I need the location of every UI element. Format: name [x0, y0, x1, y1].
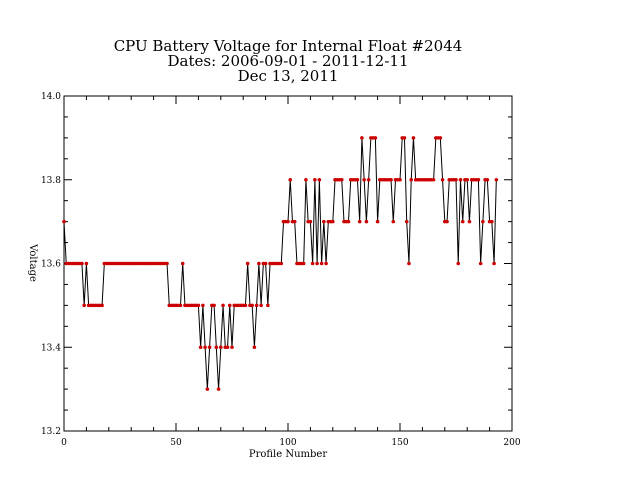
data-point	[438, 136, 443, 140]
data-point	[230, 345, 234, 350]
x-tick-label: 0	[61, 438, 67, 448]
data-point	[411, 136, 416, 140]
data-point	[257, 261, 261, 266]
data-point	[266, 303, 270, 308]
data-point	[398, 177, 402, 182]
x-axis-label: Profile Number	[249, 449, 327, 460]
data-point	[324, 261, 328, 266]
data-point	[62, 219, 66, 224]
data-point	[315, 261, 319, 266]
data-point	[227, 303, 232, 308]
data-point	[366, 177, 371, 182]
data-point	[460, 219, 465, 224]
data-point	[212, 303, 216, 308]
y-tick-label: 13.4	[41, 343, 61, 353]
data-point	[467, 219, 472, 224]
data-point	[310, 261, 315, 266]
data-point	[339, 177, 344, 182]
data-point	[319, 261, 324, 266]
data-point	[362, 177, 366, 182]
data-point	[458, 177, 463, 182]
data-point	[301, 261, 306, 266]
data-point	[221, 303, 225, 308]
data-point	[216, 387, 221, 391]
data-point	[456, 261, 461, 266]
data-point	[245, 261, 250, 266]
data-point	[198, 345, 203, 350]
data-point	[313, 177, 317, 182]
data-point	[178, 303, 183, 308]
y-tick-label: 13.8	[41, 176, 61, 186]
data-point	[454, 177, 458, 182]
data-point	[346, 219, 351, 224]
data-point	[286, 219, 290, 224]
data-point	[254, 303, 259, 308]
data-point	[196, 303, 201, 308]
data-point	[80, 261, 84, 266]
y-tick-label: 14.0	[41, 92, 61, 102]
data-point	[360, 136, 364, 140]
data-point	[375, 219, 380, 224]
data-point	[100, 303, 104, 308]
data-point	[203, 345, 207, 350]
data-point	[409, 177, 414, 182]
data-point	[180, 261, 185, 266]
data-point	[402, 136, 407, 140]
data-point	[252, 345, 257, 350]
data-point	[308, 219, 313, 224]
data-point	[243, 303, 248, 308]
data-point	[364, 219, 369, 224]
x-tick-label: 100	[279, 438, 296, 448]
data-point	[165, 261, 169, 266]
data-point	[373, 136, 378, 140]
data-point	[485, 177, 490, 182]
data-point	[440, 177, 445, 182]
data-point	[494, 177, 499, 182]
data-point	[476, 177, 481, 182]
data-point	[214, 345, 219, 350]
title-line: Dec 13, 2011	[238, 67, 339, 85]
data-point	[389, 177, 393, 182]
data-point	[331, 219, 335, 224]
y-axis-label: Voltage	[27, 243, 38, 282]
data-point	[207, 345, 212, 350]
y-tick-label: 13.6	[41, 260, 61, 270]
data-point	[201, 303, 205, 308]
x-tick-label: 50	[170, 438, 182, 448]
data-point	[465, 177, 470, 182]
title-line: CPU Battery Voltage for Internal Float #…	[114, 37, 463, 55]
x-tick-label: 150	[391, 438, 408, 448]
data-point	[250, 303, 254, 308]
data-point	[322, 219, 326, 224]
data-point	[82, 303, 86, 308]
data-point	[431, 177, 436, 182]
data-point	[478, 261, 483, 266]
data-point	[304, 177, 308, 182]
data-point	[445, 219, 449, 224]
data-point	[219, 345, 223, 350]
data-point	[490, 219, 494, 224]
y-tick-label: 13.2	[41, 427, 61, 437]
data-point	[205, 387, 210, 391]
data-point	[357, 219, 362, 224]
data-point	[292, 219, 297, 224]
data-point	[391, 219, 396, 224]
data-point	[259, 303, 263, 308]
data-point	[288, 177, 293, 182]
data-point	[404, 219, 409, 224]
data-point	[407, 261, 411, 266]
data-point	[279, 261, 284, 266]
title-line: Dates: 2006-09-01 - 2011-12-11	[168, 52, 409, 70]
data-point	[492, 261, 496, 266]
data-point	[317, 177, 322, 182]
data-point	[84, 261, 89, 266]
x-tick-label: 200	[503, 438, 520, 448]
data-point	[481, 219, 485, 224]
data-point	[225, 345, 230, 350]
data-point	[263, 261, 268, 266]
data-point	[355, 177, 360, 182]
